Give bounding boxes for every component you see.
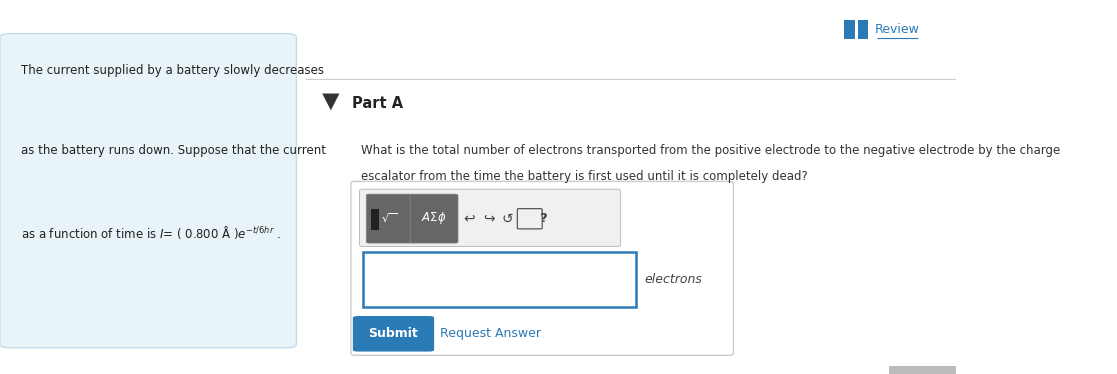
Bar	[844, 20, 855, 39]
Text: ?: ?	[540, 212, 547, 225]
FancyBboxPatch shape	[517, 209, 542, 229]
Bar	[858, 20, 868, 39]
Text: Request Answer: Request Answer	[440, 328, 541, 340]
Text: as a function of time is $\mathit{I}$= ( 0.800 Å )$e^{-t/6hr}$ .: as a function of time is $\mathit{I}$= (…	[21, 224, 281, 241]
Text: Part A: Part A	[352, 96, 403, 111]
Polygon shape	[322, 94, 340, 110]
FancyBboxPatch shape	[410, 194, 458, 243]
Bar	[889, 366, 956, 374]
FancyBboxPatch shape	[360, 189, 621, 246]
Text: ↺: ↺	[502, 211, 514, 226]
Text: $A\Sigma\phi$: $A\Sigma\phi$	[421, 211, 447, 226]
Text: ↩: ↩	[464, 211, 476, 226]
Text: ↪: ↪	[483, 211, 495, 226]
Text: electrons: electrons	[645, 273, 703, 286]
Bar	[371, 209, 379, 230]
Text: $\sqrt{\:\:}$: $\sqrt{\:\:}$	[381, 212, 398, 226]
Text: Review: Review	[875, 23, 919, 36]
Text: as the battery runs down. Suppose that the current: as the battery runs down. Suppose that t…	[21, 144, 326, 157]
FancyBboxPatch shape	[351, 181, 734, 355]
Text: The current supplied by a battery slowly decreases: The current supplied by a battery slowly…	[21, 64, 324, 77]
Text: escalator from the time the battery is first used until it is completely dead?: escalator from the time the battery is f…	[362, 170, 809, 183]
FancyBboxPatch shape	[363, 252, 636, 307]
Text: Submit: Submit	[369, 328, 418, 340]
Text: What is the total number of electrons transported from the positive electrode to: What is the total number of electrons tr…	[362, 144, 1061, 157]
FancyBboxPatch shape	[0, 34, 296, 348]
FancyBboxPatch shape	[353, 316, 435, 352]
FancyBboxPatch shape	[366, 194, 414, 243]
